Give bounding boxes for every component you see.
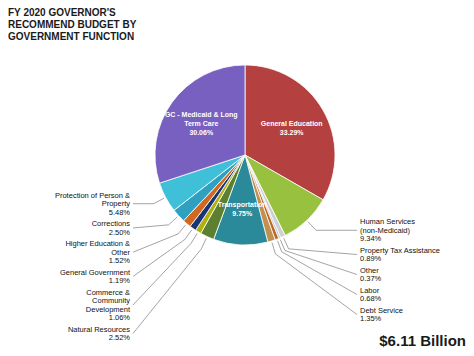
outer-label: Property Tax Assistance0.89% bbox=[360, 246, 440, 264]
title-line: GOVERNMENT FUNCTION bbox=[8, 31, 134, 42]
inner-label-line: 9.75% bbox=[232, 210, 253, 217]
title-line: FY 2020 GOVERNOR'S bbox=[8, 7, 116, 18]
outer-label: Debt Service1.35% bbox=[360, 306, 403, 324]
outer-label: Labor0.68% bbox=[360, 286, 382, 304]
outer-label: Protection of Person &Property5.48% bbox=[55, 191, 130, 217]
outer-label-line: 2.50% bbox=[109, 228, 131, 237]
outer-label: Other0.37% bbox=[360, 266, 382, 284]
leader-lines bbox=[133, 198, 357, 333]
inner-label: Transportation9.75% bbox=[218, 201, 267, 217]
title: FY 2020 GOVERNOR'SRECOMMEND BUDGET BYGOV… bbox=[8, 7, 137, 42]
leader-line bbox=[272, 243, 357, 315]
outer-label-line: 0.68% bbox=[360, 294, 382, 303]
outer-label-line: 1.06% bbox=[109, 313, 131, 322]
subtitle: $6.11 Billion bbox=[379, 332, 466, 349]
outer-label: Corrections2.50% bbox=[92, 219, 131, 237]
inner-label: General Education 33.29% bbox=[261, 120, 323, 136]
outer-label-line: 1.19% bbox=[109, 276, 131, 285]
outer-label-line: 1.35% bbox=[360, 314, 382, 323]
inner-label-line: Transportation bbox=[218, 201, 267, 209]
title-line: RECOMMEND BUDGET BY bbox=[8, 19, 137, 30]
pie-slice bbox=[155, 65, 245, 183]
leader-line bbox=[308, 222, 357, 231]
outer-label: Human Services(non-Medicaid)9.34% bbox=[360, 217, 415, 243]
leader-line bbox=[133, 238, 206, 333]
outer-label: General Government1.19% bbox=[60, 268, 131, 286]
leader-line bbox=[284, 238, 357, 254]
leader-line bbox=[280, 240, 357, 275]
outer-label-line: 0.89% bbox=[360, 254, 382, 263]
inner-label: GC - Medicaid & LongTerm Care 30.06% bbox=[165, 111, 238, 136]
pie bbox=[155, 65, 335, 245]
inner-label-line: GC - Medicaid & Long bbox=[165, 111, 238, 119]
leader-line bbox=[133, 225, 186, 252]
leader-line bbox=[133, 233, 197, 305]
outer-label-line: 1.52% bbox=[109, 256, 131, 265]
outer-label-line: 9.34% bbox=[360, 234, 382, 243]
leader-line bbox=[278, 241, 357, 295]
outer-label-line: 0.37% bbox=[360, 274, 382, 283]
inner-label-line: General Education bbox=[261, 120, 323, 127]
leader-line bbox=[133, 230, 192, 277]
outer-label-line: 5.48% bbox=[109, 208, 131, 217]
inner-label-line: 33.29% bbox=[280, 129, 305, 136]
chart: FY 2020 GOVERNOR'SRECOMMEND BUDGET BYGOV… bbox=[0, 0, 474, 356]
inner-label-line: Term Care bbox=[184, 120, 218, 127]
labels: General Education 33.29% Transportation9.7… bbox=[55, 111, 440, 343]
leader-line bbox=[133, 198, 164, 204]
leader-line bbox=[133, 217, 177, 228]
outer-label: Natural Resources2.52% bbox=[68, 325, 130, 343]
slices bbox=[155, 65, 335, 245]
inner-label-line: 30.06% bbox=[189, 129, 214, 136]
outer-label: Higher Education &Other1.52% bbox=[65, 239, 130, 265]
outer-label: Commerce &CommunityDevelopment1.06% bbox=[86, 288, 131, 323]
outer-label-line: 2.52% bbox=[109, 333, 131, 342]
